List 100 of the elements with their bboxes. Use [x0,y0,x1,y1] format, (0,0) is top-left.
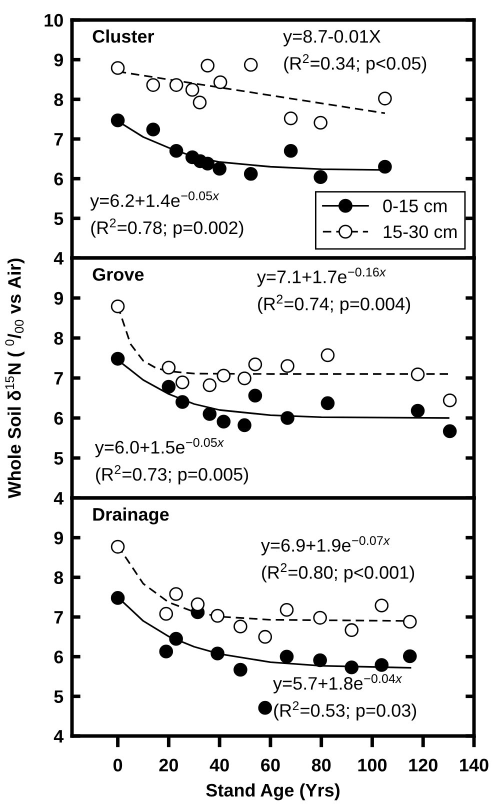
point [234,620,248,634]
point [344,660,359,674]
y-tick-label: 4 [54,252,64,265]
point [146,122,160,136]
y-tick-label: 7 [54,133,63,146]
annotation: y=8.7-0.01X (R$^{2}$=0.34; p<0.05) [283,30,426,74]
point [314,116,328,130]
x-tick-label: 40 [210,758,229,772]
point [248,357,262,372]
text: y=6.9+1.9e$^{−0.07x}$ (R$^{2}$=0.80; p<0.001) [260,536,414,582]
point [378,160,392,174]
point [442,424,457,438]
y-tick-label: 4 [54,492,64,505]
point [374,658,389,672]
text: y=6.2+1.4e$^{−0.05x}$ (R$^{2}$=0.78; p=0.002) [90,191,244,238]
y-tick-label: 10 [44,14,63,27]
point [185,82,200,97]
point [192,96,207,110]
y-tick-label: 7 [54,611,63,624]
y-tick-label: 6 [54,412,64,425]
point [314,170,328,184]
point [248,388,262,403]
point [200,156,215,170]
text: y=6.0+1.5e$^{−0.05x}$ (R$^{2}$=0.73; p=0.005) [94,438,248,484]
point [202,407,217,421]
point [176,375,190,390]
text: y=5.7+1.8e$^{−0.04x}$ (R$^{2}$=0.53; p=0.03) [273,674,416,720]
point [110,352,125,366]
x-axis-title: Stand Age (Yrs) [206,783,340,800]
chart-title: Grove [92,268,144,281]
y-tick-label: 6 [54,172,64,186]
point [313,610,327,625]
point [162,380,176,394]
point [169,78,184,92]
legend-label: 0-15 cm [383,200,447,212]
point [284,144,298,158]
point [402,614,417,629]
y-tick-label: 9 [54,292,63,305]
point [159,606,174,621]
point [280,650,294,664]
y-tick-label: 6 [54,650,64,664]
x-tick-label: 20 [159,758,178,772]
point [320,348,335,362]
point [110,540,125,554]
point [210,646,224,660]
point [162,360,176,375]
point [212,162,226,176]
point [244,58,258,72]
point [169,144,184,158]
point [110,591,125,605]
point [216,368,231,383]
x-tick-label: 140 [460,758,488,772]
point [176,395,190,409]
point [320,396,335,410]
point [169,587,183,601]
point [238,371,252,386]
point [159,644,174,658]
chart-title: Drainage [93,508,169,524]
point [280,359,294,373]
point [213,75,228,90]
point [442,393,457,408]
point [110,61,125,75]
y-tick-label: 9 [54,54,63,66]
x-tick-label: 100 [358,758,387,772]
x-tick-label: 120 [409,758,438,772]
point [200,58,215,73]
y-tick-label: 7 [54,372,63,385]
y-tick-label: 8 [54,93,64,106]
point [234,662,248,677]
y-axis-title: Whole Soil δ$^{15}$N ( $^{0}$/$_{00}$ vs Air) [5,258,24,498]
y-tick-label: 8 [54,332,64,345]
point [374,598,389,612]
point [280,602,294,617]
point [210,608,224,623]
point [238,418,252,432]
x-tick-label: 60 [261,758,280,772]
point [410,367,425,382]
text: y=7.1+1.7e$^{−0.16x}$ (R$^{2}$=0.74; p=0.004) [256,268,410,314]
point [244,167,258,181]
point [258,630,272,644]
point [110,299,125,314]
point [146,78,160,92]
legend-label: 15-30 cm [384,225,457,238]
point [216,414,231,429]
point [190,597,205,612]
point [402,649,417,664]
point [313,653,327,668]
y-tick-label: 5 [54,212,64,226]
chart-title: Cluster [92,30,154,43]
y-tick-label: 5 [54,690,64,704]
x-tick-label: 80 [312,758,331,772]
y-tick-label: 4 [54,730,64,743]
point [258,700,272,715]
point [280,411,294,425]
point [410,404,425,418]
point [202,378,217,392]
point [378,92,392,106]
point [169,632,183,646]
point [284,111,298,126]
y-tick-label: 5 [54,452,64,465]
